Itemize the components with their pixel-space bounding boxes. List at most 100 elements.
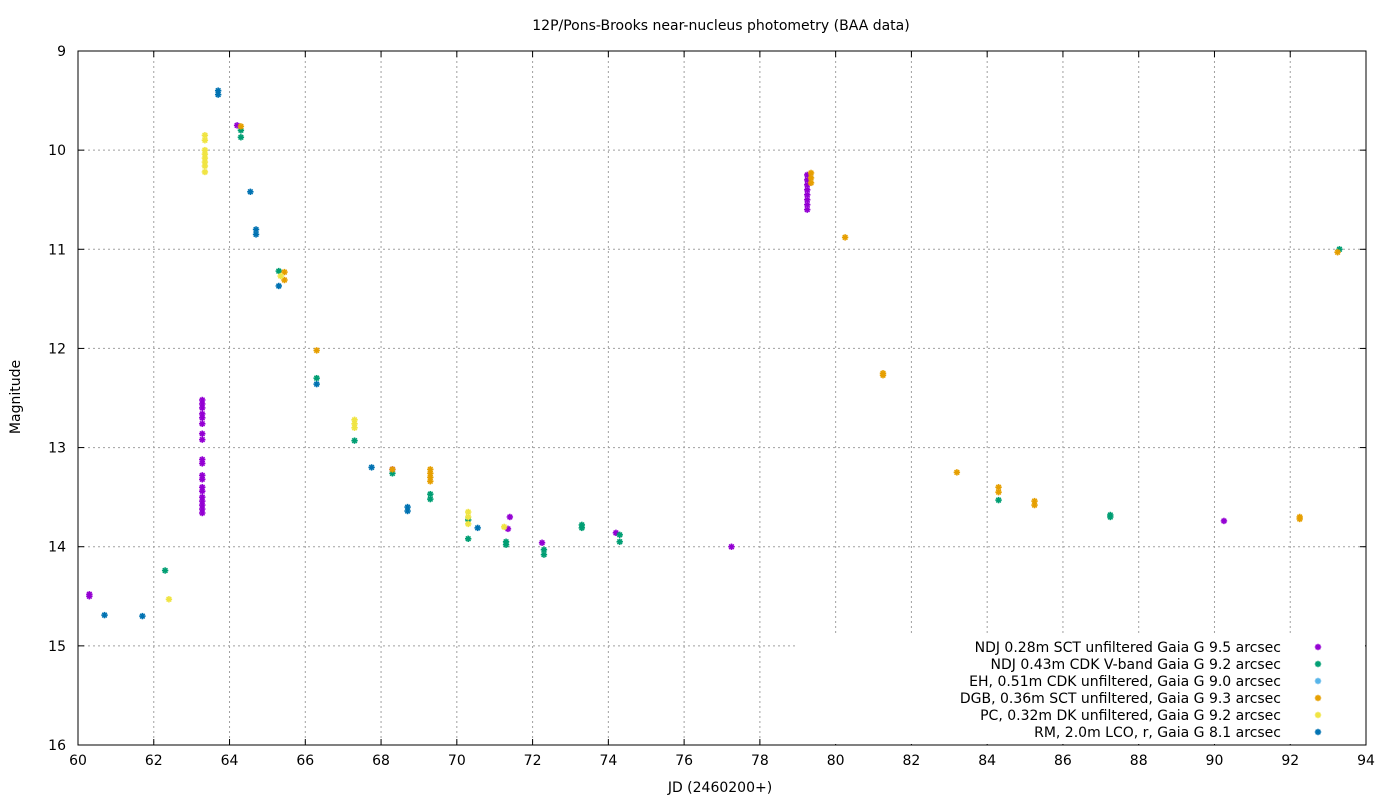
legend-marker — [1314, 677, 1322, 685]
data-point — [351, 424, 358, 431]
data-point — [201, 168, 209, 176]
x-tick-label: 80 — [827, 753, 845, 769]
data-point — [252, 226, 260, 233]
x-axis-title: JD (2460200+) — [667, 780, 772, 796]
data-point — [540, 546, 548, 553]
data-point — [199, 436, 206, 443]
x-tick-label: 84 — [978, 753, 996, 769]
data-point — [804, 206, 811, 213]
data-point — [368, 464, 375, 471]
y-axis-title: Magnitude — [8, 360, 24, 434]
x-tick-label: 94 — [1357, 753, 1375, 769]
axis-ticks: 60 62 64 66 68 70 72 74 76 78 80 82 84 86 88 90 92 94 9 10 1… — [48, 44, 1375, 769]
data-point — [616, 531, 623, 539]
data-point — [389, 466, 396, 473]
x-tick-label: 66 — [296, 753, 314, 769]
series-4 — [165, 132, 508, 603]
legend-marker — [1314, 711, 1322, 719]
x-tick-label: 90 — [1206, 753, 1224, 769]
data-point — [281, 276, 288, 284]
legend-label: DGB, 0.36m SCT unfiltered, Gaia G 9.3 ar… — [960, 691, 1281, 707]
data-point — [995, 484, 1002, 491]
data-point — [86, 593, 93, 600]
data-point — [1107, 513, 1114, 521]
data-point — [464, 520, 472, 528]
legend-label: PC, 0.32m DK unfiltered, Gaia G 9.2 arcs… — [980, 708, 1281, 724]
y-tick-label: 16 — [48, 738, 66, 754]
y-tick-label: 9 — [57, 44, 66, 60]
data-point — [841, 234, 849, 241]
legend-label: RM, 2.0m LCO, r, Gaia G 8.1 arcsec — [1034, 725, 1281, 741]
x-tick-label: 64 — [221, 753, 239, 769]
data-point — [995, 496, 1002, 504]
data-point — [578, 524, 586, 532]
x-tick-label: 86 — [1054, 753, 1072, 769]
data-point — [139, 612, 146, 620]
data-point — [1296, 515, 1303, 523]
data-point — [199, 430, 206, 437]
chart-title: 12P/Pons-Brooks near-nucleus photometry … — [532, 18, 909, 34]
data-point — [464, 513, 472, 521]
data-point — [161, 567, 169, 574]
series-3 — [237, 123, 1341, 523]
legend-marker — [1314, 643, 1322, 651]
data-point — [275, 282, 282, 290]
x-tick-label: 60 — [69, 753, 87, 769]
data-point — [504, 525, 512, 533]
plot-frame — [77, 50, 1367, 746]
y-tick-label: 13 — [48, 441, 66, 457]
data-point — [807, 179, 815, 187]
y-tick-label: 14 — [48, 540, 66, 556]
data-point — [165, 596, 173, 603]
legend-marker — [1314, 728, 1322, 736]
legend-background — [797, 636, 1365, 744]
data-point — [201, 137, 209, 144]
legend-label: EH, 0.51m CDK unfiltered, Gaia G 9.0 arc… — [969, 674, 1281, 690]
data-point — [804, 201, 811, 208]
legend-label: NDJ 0.28m SCT unfiltered Gaia G 9.5 arcs… — [975, 640, 1281, 656]
x-tick-label: 82 — [902, 753, 920, 769]
y-tick-label: 15 — [48, 639, 66, 655]
data-point — [616, 538, 623, 545]
legend: NDJ 0.28m SCT unfiltered Gaia G 9.5 arcs… — [960, 640, 1322, 741]
data-point — [313, 380, 320, 388]
y-tick-label: 10 — [48, 143, 66, 159]
data-point — [247, 188, 254, 195]
series-1 — [161, 127, 1343, 574]
data-point — [199, 414, 206, 422]
x-tick-label: 88 — [1130, 753, 1148, 769]
data-point — [538, 539, 546, 546]
legend-marker — [1314, 694, 1322, 702]
data-point — [500, 523, 508, 531]
data-point — [427, 478, 434, 485]
data-point — [807, 174, 815, 182]
data-point — [275, 267, 282, 275]
data-point — [995, 488, 1002, 496]
grid-lines — [78, 51, 1366, 745]
data-point — [252, 231, 260, 238]
y-tick-label: 12 — [48, 341, 66, 357]
data-point — [464, 535, 472, 542]
data-point — [474, 524, 481, 532]
data-point — [101, 611, 108, 619]
legend-marker — [1314, 660, 1322, 668]
x-tick-label: 74 — [599, 753, 617, 769]
x-tick-label: 92 — [1281, 753, 1299, 769]
data-point — [199, 420, 206, 427]
data-point — [199, 487, 206, 495]
x-tick-label: 78 — [751, 753, 769, 769]
data-point — [313, 374, 320, 382]
data-point — [199, 476, 206, 483]
data-point — [804, 186, 811, 193]
x-tick-label: 70 — [448, 753, 466, 769]
data-points — [86, 87, 1343, 620]
data-point — [540, 551, 548, 558]
data-point — [1031, 501, 1038, 509]
data-point — [237, 123, 245, 130]
series-5 — [101, 87, 481, 620]
data-point — [804, 196, 811, 203]
data-point — [214, 91, 222, 98]
data-point — [427, 495, 434, 503]
x-tick-label: 68 — [372, 753, 390, 769]
